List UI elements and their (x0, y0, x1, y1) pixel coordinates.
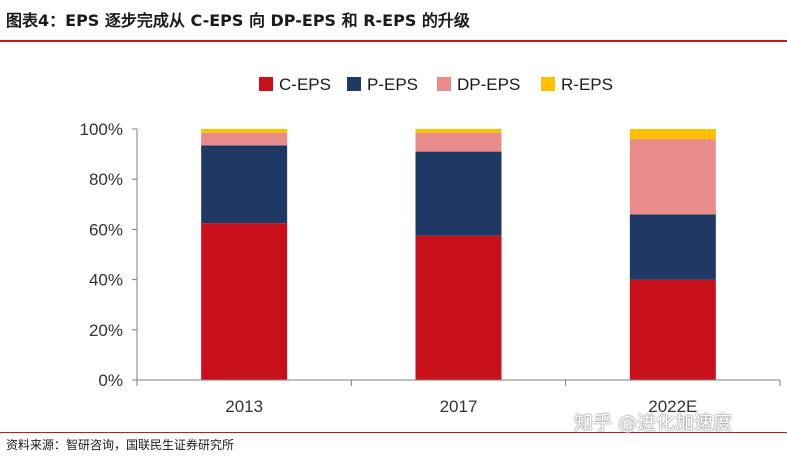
legend-swatch-r-eps (541, 77, 555, 91)
legend-swatch-c-eps (259, 77, 273, 91)
y-tick-label: 100% (80, 120, 123, 139)
legend-label-c-eps: C-EPS (279, 75, 331, 94)
y-tick-label: 0% (98, 371, 123, 390)
x-axis: 2013 2017 2022E (136, 379, 781, 416)
bar-segment-r-eps-2017 (415, 129, 502, 133)
y-axis: 0% 20% 40% 60% 80% 100% (80, 120, 138, 390)
legend-swatch-p-eps (347, 77, 361, 91)
bar-segment-dp-eps-2022e (629, 139, 716, 215)
x-tick-label: 2013 (225, 397, 263, 416)
chart-title: 图表4：EPS 逐步完成从 C-EPS 向 DP-EPS 和 R-EPS 的升级 (6, 11, 470, 30)
bar-segment-c-eps-2013 (201, 223, 288, 380)
bar-segment-c-eps-2017 (415, 235, 502, 380)
y-tick-label: 80% (89, 170, 123, 189)
chart-legend: C-EPS P-EPS DP-EPS R-EPS (259, 75, 613, 94)
bar-segment-dp-eps-2013 (201, 132, 288, 146)
stacked-bar-chart: C-EPS P-EPS DP-EPS R-EPS 0% 20% 40% 60% 80% 100%… (80, 75, 781, 416)
y-tick-label: 60% (89, 220, 123, 239)
y-tick-label: 40% (89, 271, 123, 290)
source-note: 资料来源：智研咨询，国联民生证券研究所 (6, 438, 235, 452)
bar-segment-r-eps-2022e (629, 129, 716, 140)
source-divider (0, 432, 787, 433)
bar-segment-r-eps-2013 (201, 129, 288, 133)
y-tick-label: 20% (89, 321, 123, 340)
bar-segment-c-eps-2022e (629, 279, 716, 380)
legend-swatch-dp-eps (437, 77, 451, 91)
bars-layer (201, 129, 716, 380)
x-tick-label: 2017 (440, 397, 478, 416)
x-tick-label: 2022E (648, 397, 697, 416)
watermark-text: 知乎 @进化加速度 (574, 412, 733, 434)
bar-segment-dp-eps-2017 (415, 132, 502, 152)
title-divider (0, 40, 787, 42)
bar-segment-p-eps-2013 (201, 145, 288, 224)
legend-label-p-eps: P-EPS (367, 75, 418, 94)
bar-segment-p-eps-2017 (415, 151, 502, 236)
bar-segment-p-eps-2022e (629, 214, 716, 280)
legend-label-dp-eps: DP-EPS (457, 75, 520, 94)
legend-label-r-eps: R-EPS (561, 75, 613, 94)
